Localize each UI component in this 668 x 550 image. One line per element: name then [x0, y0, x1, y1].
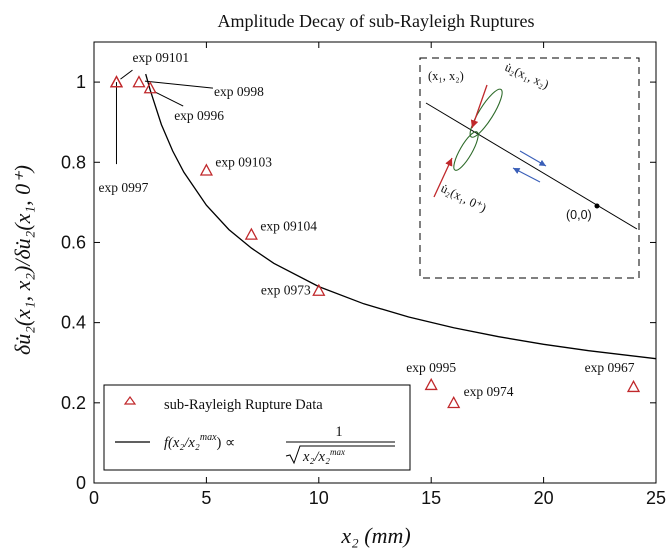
- data-labels: exp 0997 exp 09101 exp 0998 exp 0996 exp 091…: [98, 50, 634, 399]
- fit-curve-group: [145, 73, 657, 360]
- leader-line: [144, 80, 214, 89]
- x-tick-label: 15: [421, 488, 441, 508]
- inset-slip-arrow-right: [519, 150, 547, 167]
- data-point-marker: [132, 75, 146, 88]
- data-label: exp 09101: [132, 50, 189, 65]
- fit-curve: [145, 73, 657, 360]
- data-point-marker: [626, 379, 641, 393]
- inset-label-u2-bottom: u̇₂(x₁, 0⁺): [439, 181, 489, 215]
- data-label: exp 0974: [464, 384, 514, 399]
- inset-frame: [419, 57, 640, 279]
- x-tick-label: 5: [201, 488, 211, 508]
- data-markers: [109, 75, 641, 409]
- data-point-marker: [447, 395, 461, 409]
- data-label: exp 09104: [260, 218, 317, 233]
- data-label: exp 0997: [98, 180, 148, 195]
- inset-label-u2-top: u̇₂(x₁, x₂): [503, 60, 551, 92]
- inset-slip-arrow-left: [512, 167, 541, 183]
- x-tick-label: 20: [534, 488, 554, 508]
- label-leader-lines: [115, 69, 214, 165]
- y-tick-label: 0.4: [61, 313, 86, 333]
- x-tick-label: 25: [646, 488, 666, 508]
- y-tick-label: 0: [76, 473, 86, 493]
- data-point-marker: [143, 81, 157, 94]
- inset-diagram: (x₁, x₂) u̇₂(x₁, x₂) u̇₂(x₁, 0⁺) (0,0): [419, 57, 640, 279]
- data-point-marker: [424, 377, 438, 391]
- leader-line: [154, 91, 184, 107]
- axis-ticks: 0 5 10 15 20 25 0 0.2 0.4 0.6 0.8 1: [61, 42, 666, 508]
- legend-data-label: sub-Rayleigh Rupture Data: [164, 397, 323, 413]
- y-axis-label: δu̇₂(x₁, x₂)/δu̇₂(x₁, 0⁺): [10, 165, 35, 355]
- legend-fit-lhs-mid: ) ∝: [217, 435, 236, 451]
- y-tick-label: 0.2: [61, 393, 86, 413]
- x-tick-label: 0: [89, 488, 99, 508]
- legend-fit-lhs-text: f(x₂/x₂: [164, 435, 200, 451]
- legend-fit-numerator: 1: [335, 424, 342, 440]
- legend-fit-lhs: f(x₂/x₂max) ∝: [164, 432, 235, 451]
- data-point-marker: [199, 163, 213, 176]
- data-label: exp 0967: [585, 360, 635, 375]
- x-tick-label: 10: [309, 488, 329, 508]
- data-label: exp 0996: [174, 108, 224, 123]
- legend-box: [103, 384, 411, 471]
- x-axis-label: x₂ (mm): [340, 523, 410, 548]
- plot-frame: [93, 41, 657, 484]
- data-label: exp 09103: [215, 154, 272, 169]
- legend-fit-denominator: x₂/x₂max: [302, 447, 345, 465]
- inset-lobe-upper: [469, 88, 503, 138]
- legend-fit-denominator-text: x₂/x₂: [302, 449, 330, 465]
- legend-marker-triangle: [123, 395, 137, 405]
- data-point-marker: [312, 283, 326, 296]
- inset-fault-line: [425, 102, 638, 230]
- y-tick-label: 1: [76, 72, 86, 92]
- inset-arrow-bottom: [433, 157, 453, 198]
- leader-line: [120, 69, 133, 80]
- legend: sub-Rayleigh Rupture Data f(x₂/x₂max) ∝ …: [103, 384, 411, 471]
- inset-label-origin: (0,0): [566, 208, 592, 222]
- inset-label-x1x2: (x₁, x₂): [428, 69, 464, 83]
- inset-arrow-top: [470, 84, 488, 129]
- data-point-marker: [244, 227, 258, 240]
- legend-fit-denominator-sup: max: [330, 447, 345, 457]
- inset-origin-dot: [594, 203, 600, 209]
- y-tick-label: 0.6: [61, 232, 86, 252]
- data-label: exp 0998: [214, 84, 264, 99]
- legend-fit-lhs-sup: max: [200, 432, 217, 443]
- legend-sqrt-sign: [285, 445, 395, 465]
- data-label: exp 0995: [406, 360, 456, 375]
- y-tick-label: 0.8: [61, 152, 86, 172]
- inset-lobe-lower: [453, 131, 479, 171]
- data-label: exp 0973: [261, 283, 311, 298]
- data-point-marker: [109, 75, 124, 88]
- chart-title: Amplitude Decay of sub-Rayleigh Ruptures: [218, 11, 535, 31]
